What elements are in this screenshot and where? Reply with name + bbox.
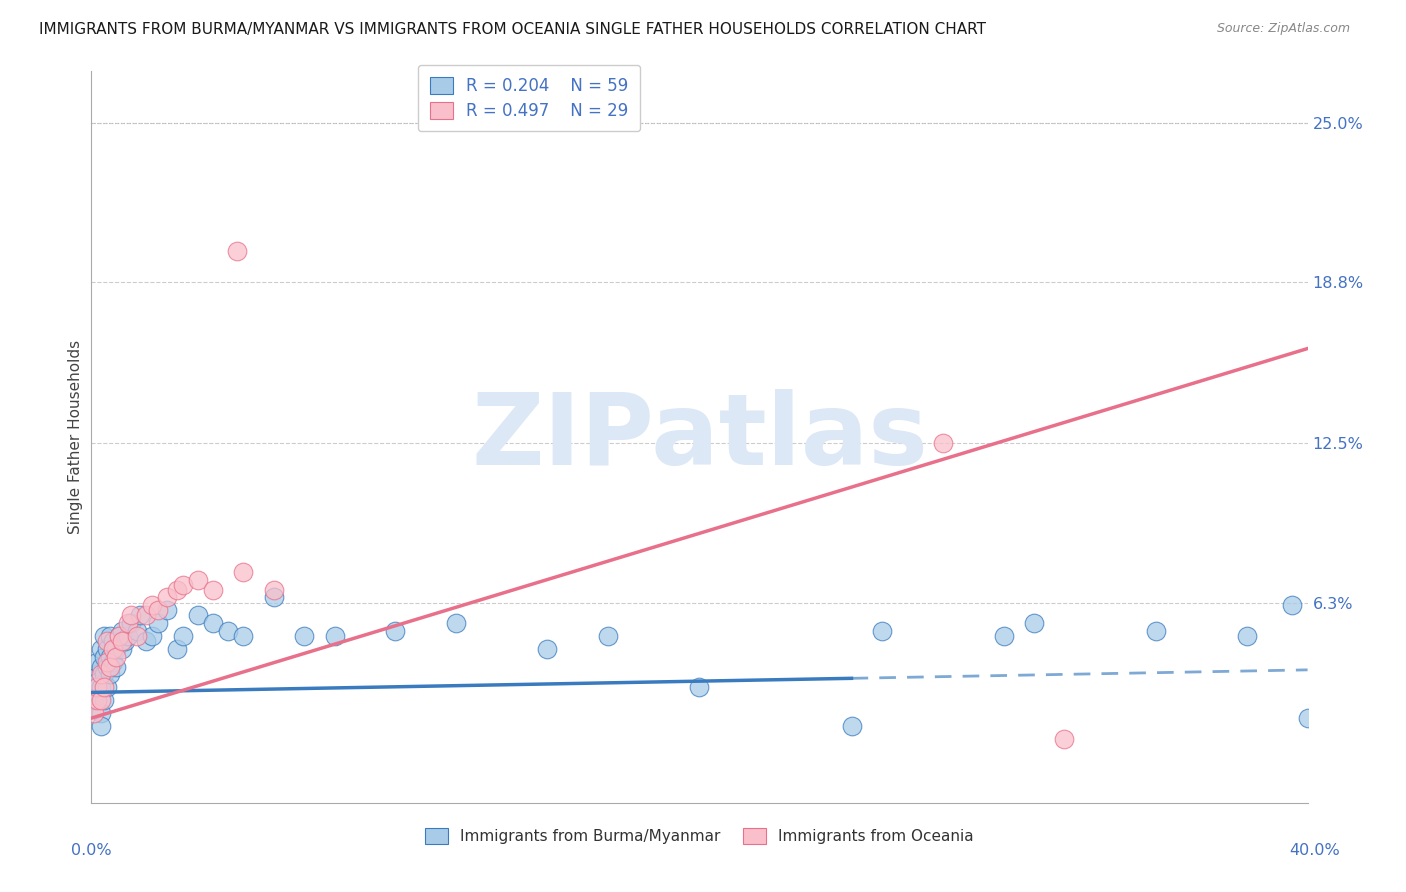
Point (993, 629, 1015, 643)
Point (384, 624, 406, 638)
Point (86, 685, 108, 699)
Point (1053, 731, 1076, 746)
Point (232, 629, 254, 643)
Point (141, 598, 163, 612)
Point (172, 629, 194, 643)
Point (125, 629, 148, 643)
Point (444, 616, 467, 631)
Point (96, 655, 118, 669)
Point (1236, 629, 1258, 643)
Point (96, 681, 118, 695)
Point (96, 641, 118, 656)
Point (125, 624, 148, 638)
Legend: Immigrants from Burma/Myanmar, Immigrants from Oceania: Immigrants from Burma/Myanmar, Immigrant… (419, 822, 980, 850)
Point (89, 693, 111, 707)
Point (98, 667, 121, 681)
Point (89, 719, 111, 733)
Point (89, 681, 111, 695)
Point (156, 591, 179, 605)
Y-axis label: Single Father Households: Single Father Households (67, 340, 83, 534)
Point (202, 616, 225, 631)
Point (83, 681, 105, 695)
Text: 0.0%: 0.0% (72, 843, 111, 858)
Point (166, 641, 188, 656)
Point (226, 244, 249, 258)
Point (104, 660, 127, 674)
Point (98, 629, 121, 643)
Point (187, 573, 209, 587)
Point (101, 655, 124, 669)
Point (83, 706, 105, 720)
Point (86, 681, 108, 695)
Point (129, 608, 152, 623)
Point (98, 649, 121, 664)
Point (172, 577, 194, 591)
Point (96, 634, 118, 648)
Point (135, 634, 157, 648)
Text: IMMIGRANTS FROM BURMA/MYANMAR VS IMMIGRANTS FROM OCEANIA SINGLE FATHER HOUSEHOLD: IMMIGRANTS FROM BURMA/MYANMAR VS IMMIGRA… (39, 22, 987, 37)
Point (217, 624, 239, 638)
Point (323, 629, 346, 643)
Point (114, 634, 136, 648)
Point (93, 693, 115, 707)
Point (202, 582, 225, 597)
Point (107, 629, 129, 643)
Point (117, 616, 139, 631)
Point (120, 616, 142, 631)
Text: ZIPatlas: ZIPatlas (471, 389, 928, 485)
Point (117, 629, 139, 643)
Point (156, 603, 179, 617)
Point (931, 436, 953, 450)
Point (86, 667, 108, 681)
Point (86, 655, 108, 669)
Point (1296, 711, 1319, 725)
Point (263, 582, 285, 597)
Point (104, 649, 127, 664)
Point (141, 629, 163, 643)
Point (89, 641, 111, 656)
Point (111, 634, 134, 648)
Point (841, 719, 863, 733)
Point (1144, 624, 1167, 638)
Point (111, 624, 134, 638)
Point (111, 641, 134, 656)
Point (536, 641, 558, 656)
Point (187, 608, 209, 623)
Point (232, 565, 254, 579)
Point (120, 608, 142, 623)
Point (96, 660, 118, 674)
Point (83, 693, 105, 707)
Point (89, 660, 111, 674)
Point (292, 629, 315, 643)
Point (135, 608, 157, 623)
Point (86, 675, 108, 690)
Point (688, 681, 710, 695)
Point (86, 693, 108, 707)
Point (166, 582, 188, 597)
Point (93, 649, 115, 664)
Text: 40.0%: 40.0% (1289, 843, 1340, 858)
Point (1022, 616, 1045, 631)
Point (148, 616, 170, 631)
Point (89, 667, 111, 681)
Point (107, 629, 129, 643)
Point (93, 681, 115, 695)
Point (148, 603, 170, 617)
Point (89, 706, 111, 720)
Text: Source: ZipAtlas.com: Source: ZipAtlas.com (1216, 22, 1350, 36)
Point (101, 641, 124, 656)
Point (93, 629, 115, 643)
Point (98, 660, 121, 674)
Point (870, 624, 893, 638)
Point (263, 591, 285, 605)
Point (1281, 598, 1303, 612)
Point (101, 634, 124, 648)
Point (104, 641, 127, 656)
Point (598, 629, 620, 643)
Point (93, 667, 115, 681)
